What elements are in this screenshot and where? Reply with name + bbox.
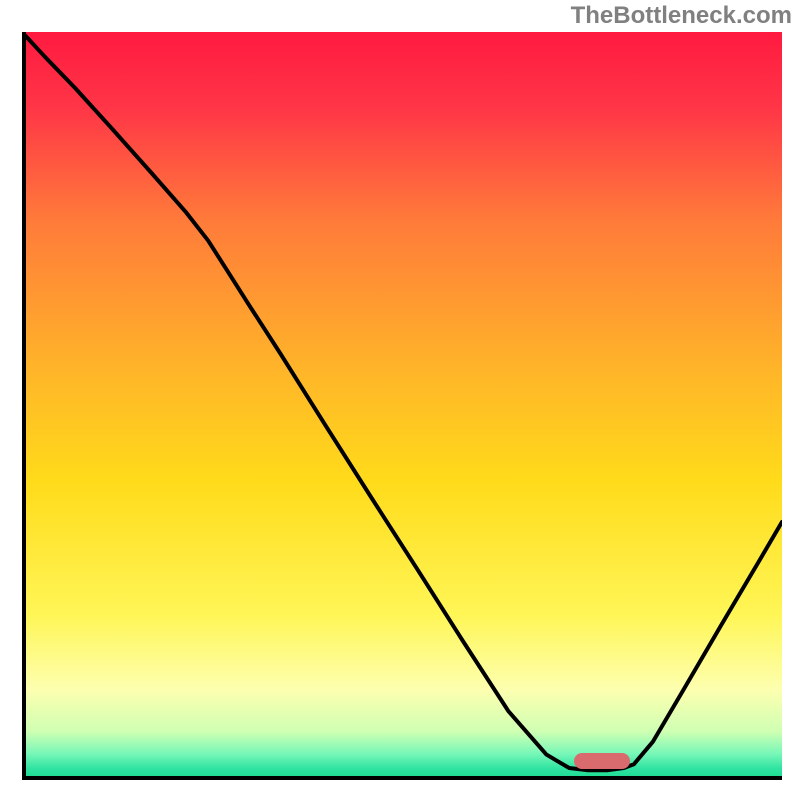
bottleneck-curve	[22, 32, 782, 780]
x-axis	[22, 776, 782, 780]
watermark-text: TheBottleneck.com	[571, 2, 792, 30]
optimal-marker	[574, 753, 630, 769]
chart-container: TheBottleneck.com	[0, 0, 800, 800]
plot-area	[22, 32, 782, 780]
y-axis	[22, 32, 26, 780]
